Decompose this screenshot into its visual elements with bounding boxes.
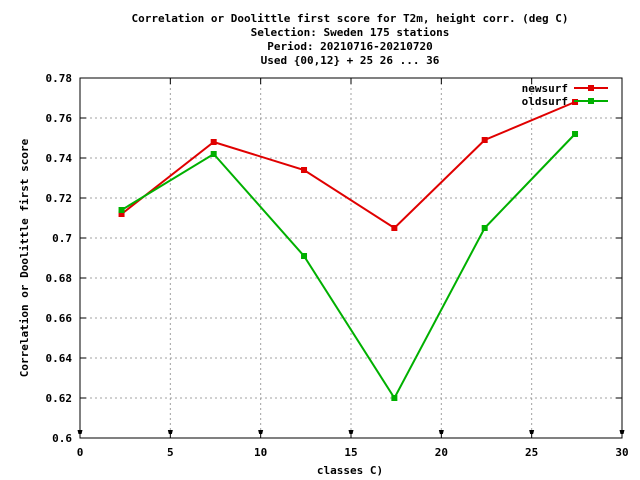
axis-ticks: 0.6 0.62 0.64 0.66 0.68 0.7 0.72 0.74 0.76 0.78 0 5… [46,72,629,459]
y-tick-label: 0.74 [46,152,73,165]
y-tick-label: 0.6 [52,432,72,445]
legend-label-newsurf: newsurf [522,82,568,95]
x-axis-label: classes C) [317,464,383,477]
chart-title-line-4: Used {00,12} + 25 26 ... 36 [261,54,440,67]
legend-marker-newsurf [588,85,594,91]
data-point-oldsurf [481,225,488,231]
chart-title-line-1: Correlation or Doolittle first score for… [131,12,568,25]
y-tick-label: 0.7 [52,232,72,245]
x-tick-label: 5 [167,446,174,459]
y-tick-label: 0.62 [46,392,73,405]
x-tick-marker [438,430,444,434]
legend-marker-oldsurf [588,98,594,104]
grid [80,78,622,438]
series-lines [118,99,579,401]
data-point-newsurf [391,225,398,231]
x-tick-marker [167,430,173,434]
data-point-oldsurf [301,253,308,259]
x-tick-label: 30 [615,446,628,459]
data-point-newsurf [481,137,488,143]
legend-label-oldsurf: oldsurf [522,95,568,108]
x-tick-label: 20 [435,446,448,459]
y-tick-label: 0.68 [46,272,73,285]
x-tick-marker [619,430,625,434]
x-tick-marker [348,430,354,434]
x-tick-marker [529,430,535,434]
data-point-newsurf [118,211,125,217]
y-tick-label: 0.66 [46,312,73,325]
x-tick-marker [77,430,83,434]
y-tick-label: 0.72 [46,192,73,205]
x-tick-label: 10 [254,446,267,459]
data-point-oldsurf [391,395,398,401]
data-point-newsurf [301,167,308,173]
x-tick-label: 15 [344,446,357,459]
y-tick-label: 0.64 [46,352,73,365]
series-line-newsurf [120,101,576,230]
data-point-oldsurf [210,151,217,157]
chart-title-line-2: Selection: Sweden 175 stations [251,26,450,39]
y-tick-label: 0.76 [46,112,73,125]
x-tick-marker [258,430,264,434]
x-tick-label: 25 [525,446,538,459]
y-tick-label: 0.78 [46,72,73,85]
y-axis-label: Correlation or Doolittle first score [18,138,31,377]
series-line-oldsurf [121,133,576,400]
chart-title: Correlation or Doolittle first score for… [131,12,568,67]
chart-title-line-3: Period: 20210716-20210720 [267,40,433,53]
x-tick-label: 0 [77,446,84,459]
data-point-oldsurf [572,131,579,137]
data-point-oldsurf [118,207,125,213]
data-point-newsurf [210,139,217,145]
